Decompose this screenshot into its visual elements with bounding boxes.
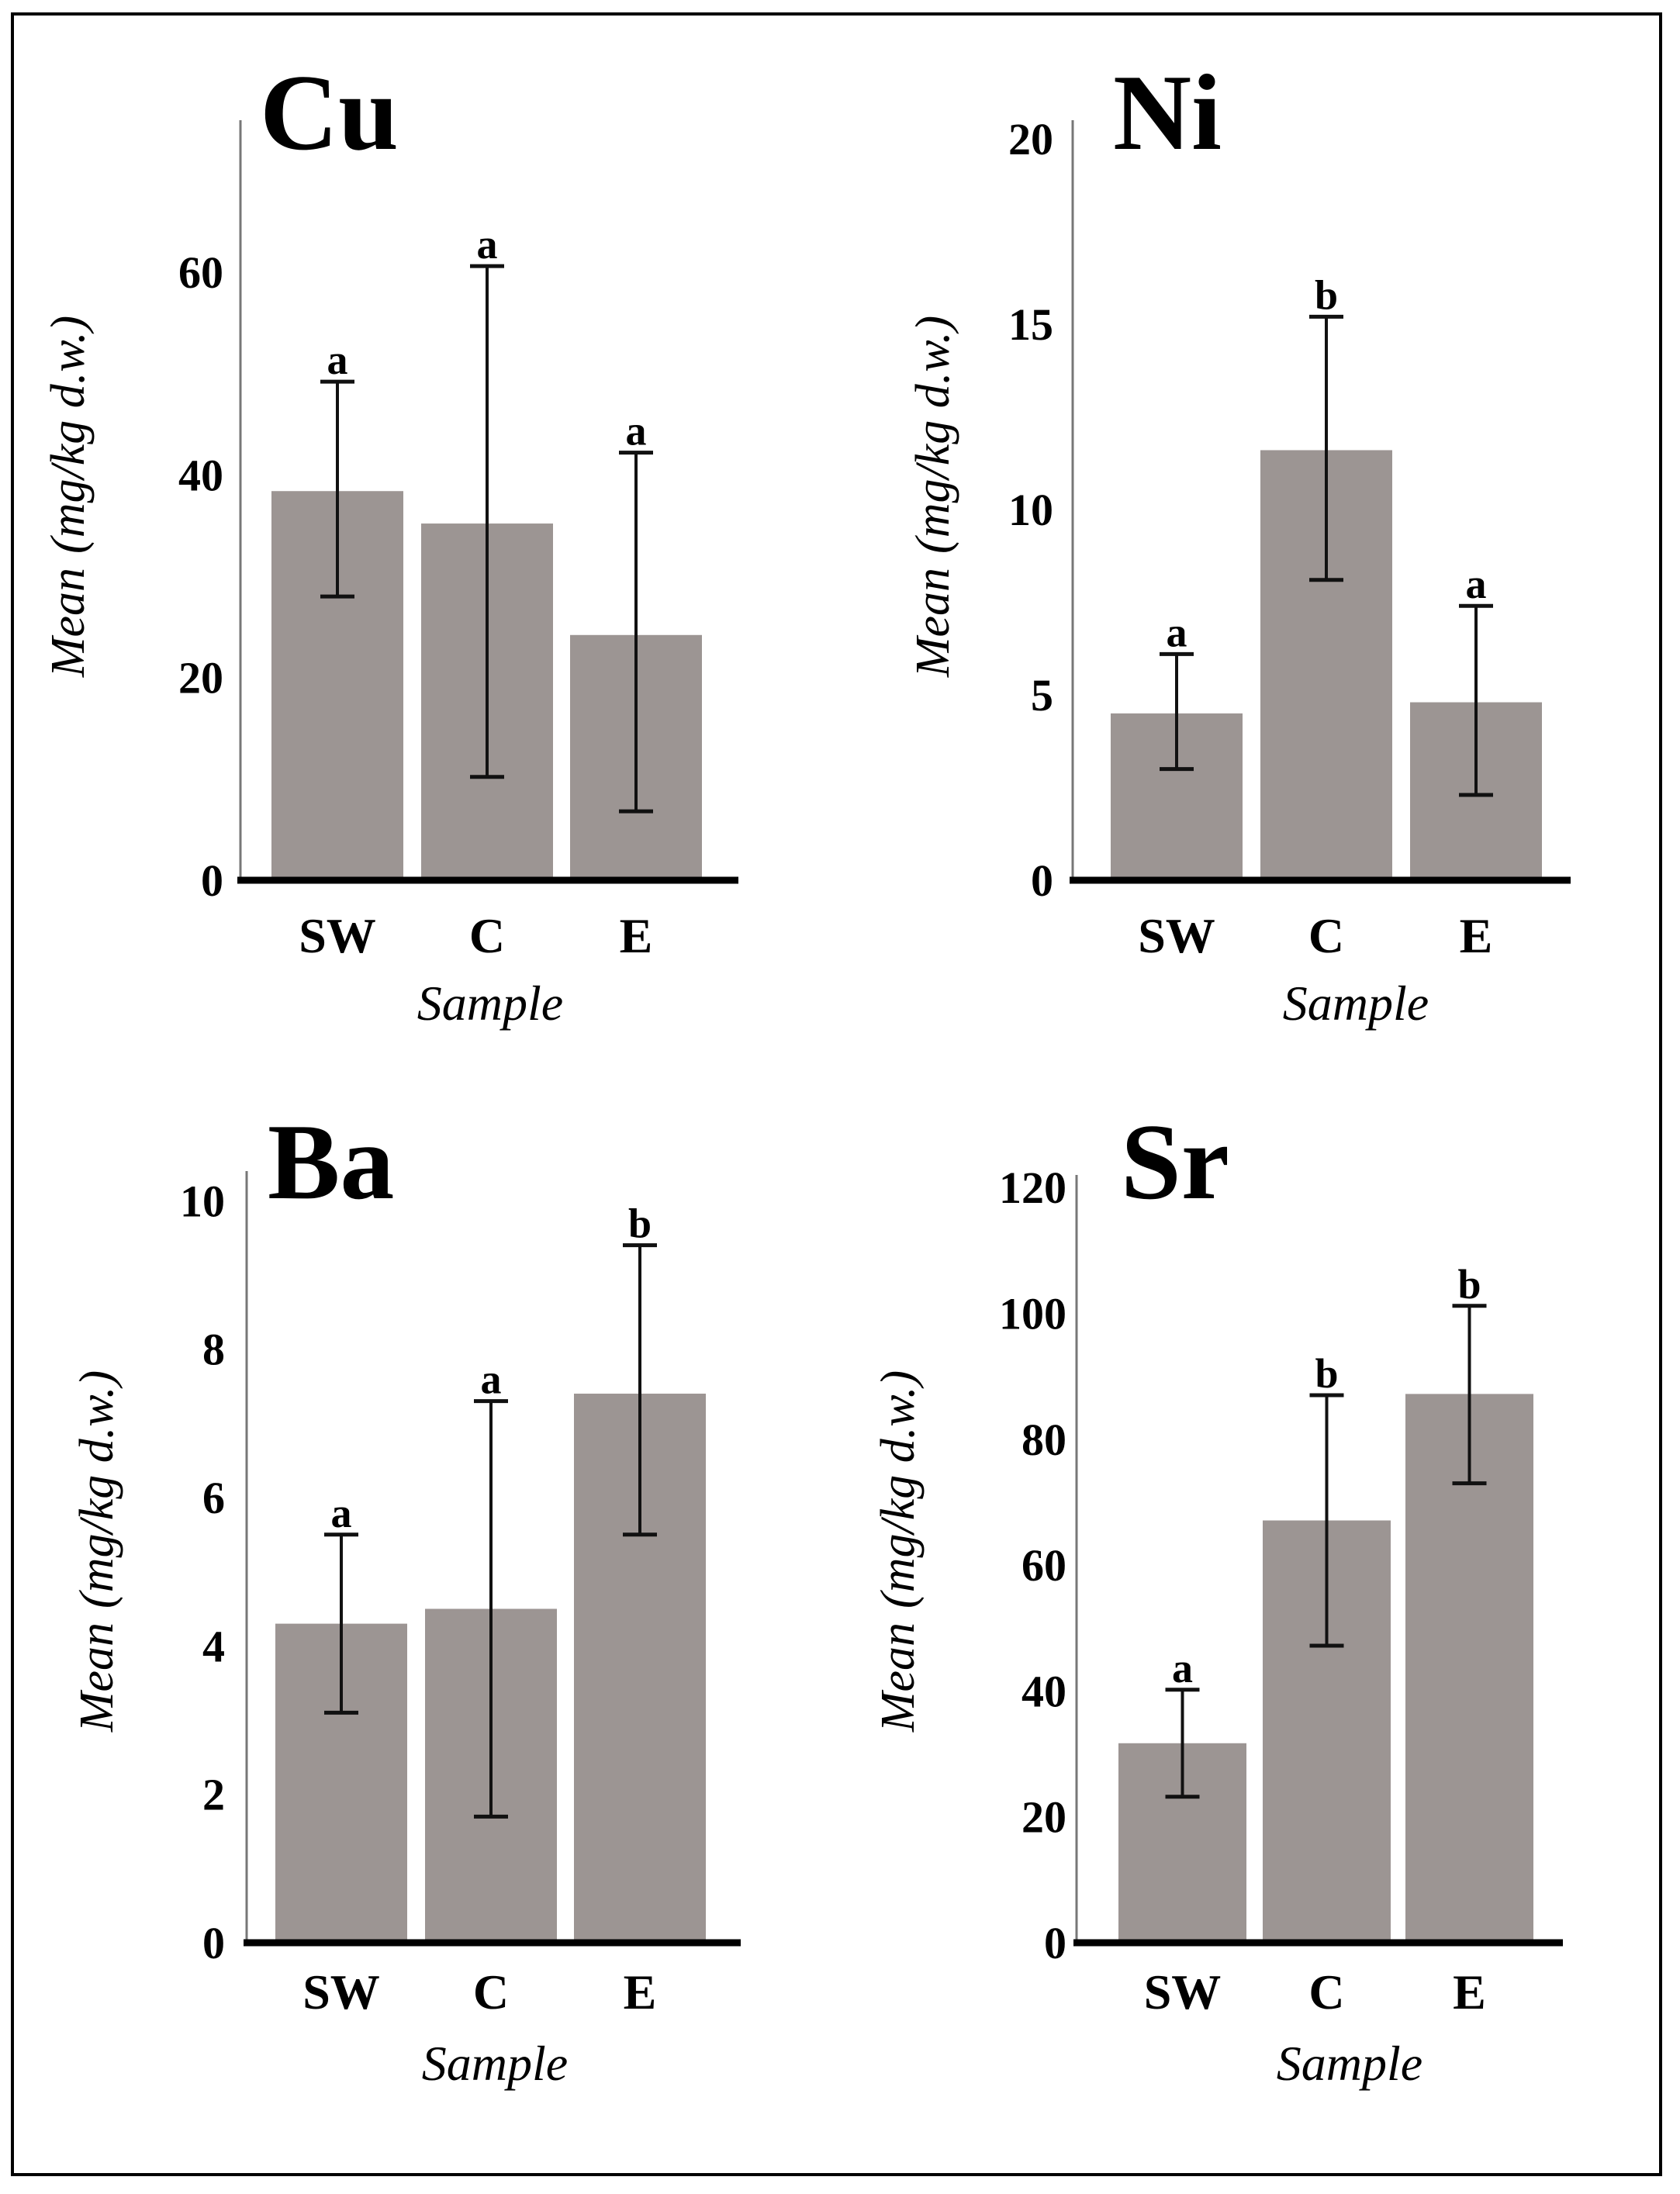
y-tick-label: 0 (1031, 855, 1053, 906)
significance-label: a (481, 1356, 502, 1403)
y-tick-label: 40 (178, 450, 223, 500)
y-tick-label: 80 (1021, 1415, 1066, 1465)
y-tick-label: 100 (999, 1289, 1066, 1339)
y-tick-label: 20 (1008, 114, 1053, 164)
x-tick-label: SW (1138, 908, 1215, 963)
significance-label: a (327, 337, 348, 383)
x-tick-label: SW (1144, 1964, 1222, 2020)
y-tick-label: 4 (202, 1621, 225, 1671)
y-tick-label: 60 (1021, 1540, 1066, 1591)
y-axis-label: Mean (mg/kg d.w.) (71, 1370, 123, 1733)
y-tick-label: 10 (180, 1176, 225, 1226)
chart-panel-ni: a b a 0 5 10 15 20 SW C E Ni Sample Mean (mg/kg d.w.) (907, 53, 1571, 1031)
y-axis-label-text: Mean (42, 568, 95, 678)
y-axis-label: Mean (mg/kg d.w.) (872, 1370, 925, 1733)
y-axis-label: Mean (mg/kg d.w.) (907, 316, 959, 678)
y-tick-label: 20 (1021, 1792, 1066, 1843)
y-axis-label-unit: (mg/kg d.w.) (71, 1370, 123, 1608)
chart-title: Ba (268, 1102, 394, 1222)
y-tick-label: 5 (1031, 670, 1053, 720)
y-tick-label: 2 (202, 1770, 225, 1820)
y-tick-label: 40 (1021, 1666, 1066, 1716)
y-tick-label: 60 (178, 247, 223, 298)
y-tick-label: 15 (1008, 299, 1053, 350)
x-tick-label: E (620, 908, 653, 963)
x-tick-label: C (1308, 908, 1344, 963)
y-axis-label: Mean (mg/kg d.w.) (42, 316, 95, 678)
significance-label: a (477, 221, 498, 268)
significance-label: b (1457, 1261, 1481, 1308)
y-axis-label-unit: (mg/kg d.w.) (872, 1370, 925, 1608)
x-axis-label: Sample (422, 2036, 568, 2091)
x-tick-label: SW (299, 908, 376, 963)
x-tick-label: SW (302, 1964, 380, 2020)
x-tick-label: E (1460, 908, 1493, 963)
y-tick-label: 0 (201, 855, 223, 906)
y-axis-label-text: Mean (907, 568, 959, 678)
chart-title: Sr (1121, 1102, 1229, 1222)
significance-label: a (626, 408, 647, 454)
y-axis-label-text: Mean (71, 1622, 123, 1733)
x-axis-label: Sample (1277, 2036, 1422, 2091)
y-axis-label-unit: (mg/kg d.w.) (907, 316, 959, 554)
y-tick-label: 10 (1008, 485, 1053, 535)
y-tick-label: 20 (178, 653, 223, 703)
significance-label: a (1167, 609, 1187, 655)
x-tick-label: C (1308, 1964, 1344, 2020)
x-tick-label: C (473, 1964, 509, 2020)
significance-label: a (1466, 561, 1487, 607)
chart-panel-sr: a b b 0 20 40 60 80 100 120 SW C E Sr Sample Mean (mg/kg… (872, 1102, 1563, 2091)
x-tick-label: C (469, 908, 505, 963)
x-tick-label: E (1453, 1964, 1486, 2020)
bar (1405, 1394, 1533, 1943)
y-tick-label: 0 (1044, 1918, 1066, 1968)
y-tick-label: 0 (202, 1918, 225, 1968)
chart-panel-cu: a a a 0 20 40 60 SW C E Cu Sample Mean (mg/kg d.w.) (42, 53, 738, 1031)
y-tick-label: 8 (202, 1325, 225, 1375)
significance-label: a (1172, 1645, 1193, 1691)
y-axis-label-unit: (mg/kg d.w.) (42, 316, 95, 554)
y-axis-label-text: Mean (872, 1622, 925, 1733)
chart-title: Ni (1113, 53, 1222, 173)
x-tick-label: E (624, 1964, 657, 2020)
chart-panel-ba: a a b 0 2 4 6 8 10 SW C E Ba Sample Mean (mg/kg d.w.) (71, 1102, 741, 2091)
x-axis-label: Sample (1283, 976, 1429, 1031)
significance-label: a (331, 1490, 352, 1536)
significance-label: b (628, 1201, 652, 1247)
y-tick-label: 6 (202, 1473, 225, 1523)
significance-label: b (1315, 1350, 1338, 1397)
significance-label: b (1315, 271, 1338, 318)
y-tick-label: 120 (999, 1163, 1066, 1213)
chart-title: Cu (260, 53, 399, 173)
x-axis-label: Sample (417, 976, 563, 1031)
